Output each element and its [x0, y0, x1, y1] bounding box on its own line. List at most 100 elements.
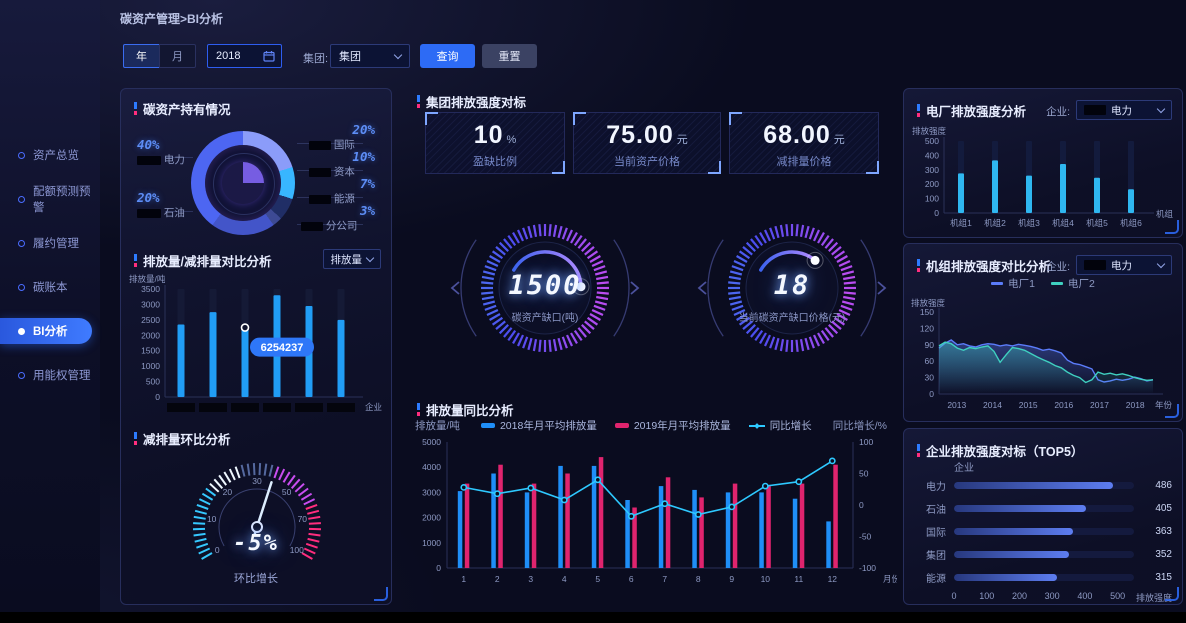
svg-text:5000: 5000: [422, 437, 441, 447]
sidebar-item-label: 履约管理: [33, 238, 79, 250]
svg-text:2017: 2017: [1090, 400, 1109, 410]
group-select[interactable]: 集团: [330, 44, 410, 68]
svg-text:0: 0: [934, 208, 939, 218]
legend-item-plant1[interactable]: 电厂1: [991, 276, 1035, 291]
nav-bullet-icon: [18, 151, 25, 159]
svg-text:30: 30: [252, 476, 262, 486]
svg-text:100: 100: [859, 437, 873, 447]
bar-2019: [732, 483, 738, 568]
svg-text:机组6: 机组6: [1120, 218, 1142, 228]
group-select-value: 集团: [339, 51, 361, 63]
enterprise-filter-label: 企业:: [1046, 106, 1070, 118]
bar-2018: [491, 473, 496, 568]
stat-card-asset-price: 75.00 元 当前资产价格: [573, 112, 721, 174]
sidebar-item-bi-analysis[interactable]: BI分析: [0, 318, 92, 344]
svg-text:2: 2: [495, 574, 500, 584]
legend-item-2018[interactable]: 2018年月平均排放量: [480, 418, 597, 433]
svg-text:1500: 1500: [141, 346, 160, 356]
slice-name-label: 能源: [309, 191, 355, 206]
legend-item-growth[interactable]: 同比增长: [748, 418, 812, 433]
breadcrumb[interactable]: 碳资产管理>BI分析: [120, 12, 224, 26]
svg-text:1: 1: [461, 574, 466, 584]
column-header: 企业: [954, 463, 974, 474]
sidebar-item-quota-forecast[interactable]: 配额预测预警: [0, 186, 92, 214]
sidebar-item-energy-rights[interactable]: 用能权管理: [0, 362, 92, 388]
redacted-text-mask: [199, 403, 227, 412]
year-toggle-button[interactable]: 年: [123, 44, 160, 68]
bar-2019: [565, 473, 570, 568]
svg-text:1000: 1000: [141, 361, 160, 371]
holdings-donut-chart[interactable]: [191, 131, 295, 235]
right-axis-title: 同比增长/%: [832, 420, 887, 432]
svg-text:9: 9: [729, 574, 734, 584]
metric-select-value: 排放量: [330, 253, 363, 266]
svg-text:30: 30: [925, 373, 935, 383]
year-input[interactable]: [214, 49, 263, 63]
bar-2018: [759, 492, 764, 568]
svg-text:4000: 4000: [422, 462, 441, 472]
emission-bar-chart[interactable]: 排放量/吨 0 500 1000 1500 2000 2500 3000 3500 企业 62542…: [127, 273, 387, 425]
donut-inner-ring: [213, 153, 275, 215]
svg-text:100: 100: [290, 545, 304, 555]
plant-bar-chart[interactable]: 排放强度 0 100 200 300 400 500 机组1 机组2 机组3 机组4 机组5 机组6 机组: [910, 125, 1176, 235]
yoy-legend: 2018年月平均排放量 2019年月平均排放量 同比增长: [480, 418, 812, 433]
svg-text:400: 400: [925, 150, 939, 160]
redacted-text-mask: [167, 403, 195, 412]
bar-2018: [725, 492, 731, 568]
stat-card-gap-ratio: 10% 盈缺比例: [425, 112, 565, 174]
sidebar-item-compliance[interactable]: 履约管理: [0, 230, 92, 256]
query-button[interactable]: 查询: [420, 44, 475, 68]
redacted-text-mask: [137, 208, 161, 218]
nav-bullet-icon: [18, 239, 25, 247]
enterprise-select-value: 电力: [1111, 104, 1132, 117]
label-connector-line: [297, 224, 363, 225]
sidebar-item-label: 配额预测预警: [33, 186, 91, 214]
metric-select[interactable]: 排放量: [322, 249, 381, 269]
bar-2018: [524, 492, 530, 568]
sidebar-item-label: 碳账本: [33, 282, 68, 294]
redacted-text-mask: [327, 403, 355, 412]
top5-x-axis: 0 100 200 300 400 500 排放强度: [951, 591, 1172, 603]
bar: [241, 327, 249, 397]
bar-2019: [531, 483, 537, 568]
svg-text:0: 0: [929, 389, 934, 399]
slice-pct-label: 20%: [352, 122, 375, 137]
top5-bar-chart[interactable]: 企业 电力 486 石油 405 国际 363 集团 352 能源 315 0 100 200 300 400…: [916, 459, 1172, 605]
date-picker[interactable]: [207, 44, 282, 68]
svg-text:500: 500: [925, 136, 939, 146]
area-fill: [939, 342, 1153, 394]
unit-line-chart[interactable]: 排放强度 0 30 60 90 120 150 2013 2014 2015 2016 2017 201…: [909, 298, 1177, 414]
svg-text:100: 100: [925, 194, 939, 204]
label-connector-line: [165, 211, 193, 212]
svg-text:机组: 机组: [1156, 209, 1174, 219]
gauge-progress-arc: [759, 250, 817, 272]
reset-button[interactable]: 重置: [482, 44, 537, 68]
slice-name-label: 电力: [137, 152, 185, 167]
unit-enterprise-select[interactable]: 电力: [1076, 255, 1172, 275]
bar-2018: [658, 486, 664, 568]
left-axis-title: 排放量/吨: [415, 420, 460, 432]
svg-text:0: 0: [436, 563, 441, 573]
svg-text:50: 50: [859, 469, 869, 479]
slice-name-label: 分公司: [301, 218, 357, 233]
legend-item-2019[interactable]: 2019年月平均排放量: [614, 418, 731, 433]
month-toggle-button[interactable]: 月: [159, 44, 196, 68]
bars-icon: [417, 403, 420, 416]
chevron-right-icon: [877, 281, 887, 295]
sidebar-item-label: 用能权管理: [33, 370, 91, 382]
mom-gauge-chart[interactable]: 0 10 20 30 50 70 100: [127, 441, 387, 591]
carbon-gap-gauge-ring: [450, 224, 640, 352]
sidebar-item-asset-overview[interactable]: 资产总览: [0, 142, 92, 168]
sidebar-item-carbon-ledger[interactable]: 碳账本: [0, 274, 92, 300]
svg-text:3: 3: [528, 574, 533, 584]
nav-bullet-icon: [18, 283, 25, 291]
corner-bracket: [552, 161, 565, 174]
svg-text:3000: 3000: [141, 299, 160, 309]
legend-item-plant2[interactable]: 电厂2: [1051, 276, 1095, 291]
unit-compare-panel: 机组排放强度对比分析 企业: 电力 电厂1 电厂2 排放强度 0 30 60 90 120…: [903, 243, 1183, 422]
stat-label: 减排量价格: [776, 156, 832, 168]
mom-gauge-caption: 环比增长: [234, 573, 278, 585]
top5-row: 集团 352: [926, 549, 1172, 562]
plant-enterprise-select[interactable]: 电力: [1076, 100, 1172, 120]
